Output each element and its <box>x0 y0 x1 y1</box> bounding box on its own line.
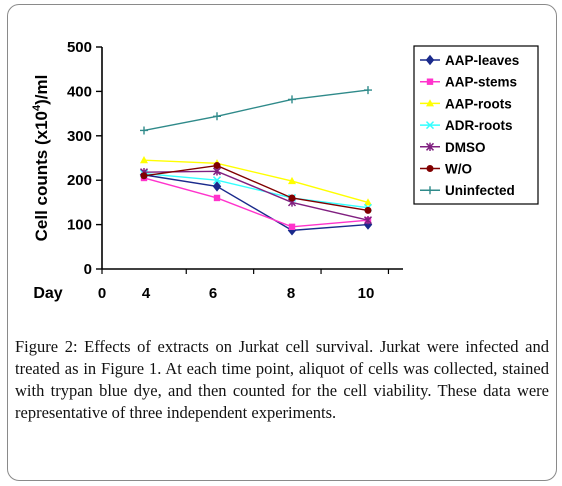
legend-label: W/O <box>445 162 472 177</box>
series-line <box>143 170 369 221</box>
x-axis-title: Day <box>33 285 62 302</box>
series-w-o <box>140 162 372 214</box>
x-tick-label: 10 <box>358 285 375 302</box>
series-uninfected <box>140 86 372 135</box>
y-tick-label: 500 <box>67 39 92 56</box>
caption-label: Figure 2: <box>15 337 78 356</box>
data-point <box>364 86 372 95</box>
line-chart: 0 100 200 300 400 500 0 4 6 8 10 Day Cell counts (x1… <box>31 39 539 302</box>
legend-label: AAP-stems <box>445 75 517 90</box>
legend-label: ADR-roots <box>445 118 513 133</box>
data-point <box>288 176 296 185</box>
y-tick-label: 200 <box>67 172 92 189</box>
series-aap-roots <box>140 156 372 206</box>
data-point <box>363 215 373 225</box>
data-point <box>288 194 296 202</box>
figure-caption: Figure 2: Effects of extracts on Jurkat … <box>15 336 549 424</box>
data-point <box>364 206 372 214</box>
legend-label: DMSO <box>445 140 486 155</box>
data-point <box>364 198 372 206</box>
legend-label: AAP-leaves <box>445 53 519 68</box>
series-line <box>143 159 369 204</box>
legend-item: AAP-roots <box>420 96 512 111</box>
legend-item: ADR-roots <box>420 118 513 133</box>
x-tick-label: 0 <box>98 285 106 302</box>
legend-item: AAP-leaves <box>420 53 519 68</box>
chart-legend: AAP-leaves AAP-stems AAP-roots ADR-roots DMS… <box>413 45 539 205</box>
series-line <box>143 177 369 228</box>
legend-marker <box>425 54 435 66</box>
y-tick-label: 0 <box>84 261 92 278</box>
x-tick-label: 6 <box>209 285 217 302</box>
caption-text: Effects of extracts on Jurkat cell survi… <box>15 337 549 422</box>
chart-series <box>139 86 373 236</box>
legend-item: DMSO <box>420 140 486 155</box>
legend-marker <box>426 165 434 172</box>
data-point <box>288 95 296 104</box>
x-tick-label: 4 <box>142 285 151 302</box>
legend-label: AAP-roots <box>445 96 512 111</box>
series-line <box>143 89 369 132</box>
data-point <box>140 156 148 164</box>
legend-marker <box>425 121 435 130</box>
x-tick-label: 8 <box>287 285 295 302</box>
y-tick-label: 400 <box>67 83 92 100</box>
legend-marker <box>425 142 435 151</box>
y-tick-label: 100 <box>67 217 92 234</box>
y-axis-title: Cell counts (x104)/ml <box>31 75 51 242</box>
legend-label: Uninfected <box>445 183 515 198</box>
data-point <box>212 181 222 192</box>
legend-item: W/O <box>420 162 472 177</box>
y-tick-label: 300 <box>67 128 92 145</box>
data-point <box>212 176 222 185</box>
legend-marker <box>426 78 434 85</box>
data-point <box>213 112 221 121</box>
series-line <box>143 164 369 212</box>
data-point <box>140 126 148 135</box>
series-line <box>143 174 369 232</box>
legend-marker <box>426 99 434 107</box>
data-point <box>213 194 221 202</box>
data-point <box>213 162 221 170</box>
series-aap-leaves <box>139 169 373 236</box>
data-point <box>140 172 148 180</box>
series-line <box>143 172 369 209</box>
data-point <box>288 223 296 231</box>
legend-item: Uninfected <box>420 183 515 198</box>
legend-marker <box>426 186 434 195</box>
legend-item: AAP-stems <box>420 75 517 90</box>
chart-axes: 0 100 200 300 400 500 0 4 6 8 10 Day Cell counts (x1… <box>31 39 403 302</box>
